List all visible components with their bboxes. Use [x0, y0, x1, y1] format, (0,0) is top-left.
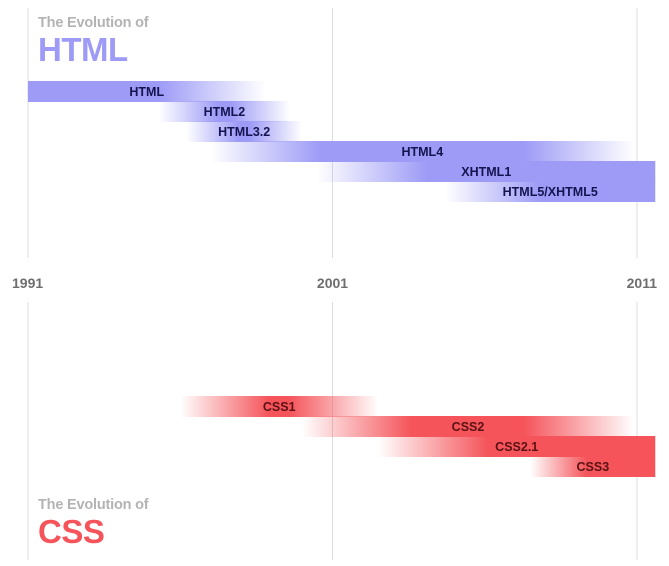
css-bar-css3 — [530, 456, 656, 477]
html-bar-label: HTML2 — [204, 105, 246, 119]
html-bar-html3-2 — [186, 121, 303, 142]
css-bar-css1 — [180, 396, 379, 417]
css-title: CSS — [38, 513, 105, 550]
html-bar-html4 — [210, 141, 634, 162]
css-subtitle: The Evolution of — [38, 497, 149, 513]
html-bar-html — [28, 81, 266, 102]
html-bar-xhtml1 — [317, 161, 656, 182]
html-title-block: The Evolution of HTML — [38, 14, 149, 68]
css-bar-label: CSS3 — [577, 460, 610, 474]
axis-label-1991: 1991 — [12, 275, 43, 291]
html-title: HTML — [38, 31, 128, 68]
css-bar-css2 — [302, 416, 634, 437]
html-bar-label: HTML5/XHTML5 — [503, 185, 598, 199]
html-subtitle: The Evolution of — [38, 15, 149, 31]
css-bar-label: CSS2 — [452, 420, 485, 434]
html-bar-html2 — [158, 101, 290, 122]
html-bar-label: HTML3.2 — [218, 125, 270, 139]
css-bars: CSS1 CSS2 CSS2.1 CSS3 — [180, 396, 656, 477]
html-bar-label: HTML — [129, 85, 164, 99]
year-axis: 1991 2001 2011 — [12, 275, 657, 291]
css-title-block: The Evolution of CSS — [38, 496, 149, 550]
html-bar-label: HTML4 — [401, 145, 443, 159]
css-bar-label: CSS2.1 — [495, 440, 538, 454]
css-bar-label: CSS1 — [263, 400, 296, 414]
html-bar-label: XHTML1 — [461, 165, 511, 179]
html-bars: HTML HTML2 HTML3.2 HTML4 XHTML1 HTML5/XHTML5 — [28, 81, 656, 202]
axis-label-2011: 2011 — [627, 275, 658, 291]
axis-label-2001: 2001 — [317, 275, 348, 291]
css-bar-css2-1 — [378, 436, 656, 457]
html-bar-html5-xhtml5 — [445, 181, 656, 202]
